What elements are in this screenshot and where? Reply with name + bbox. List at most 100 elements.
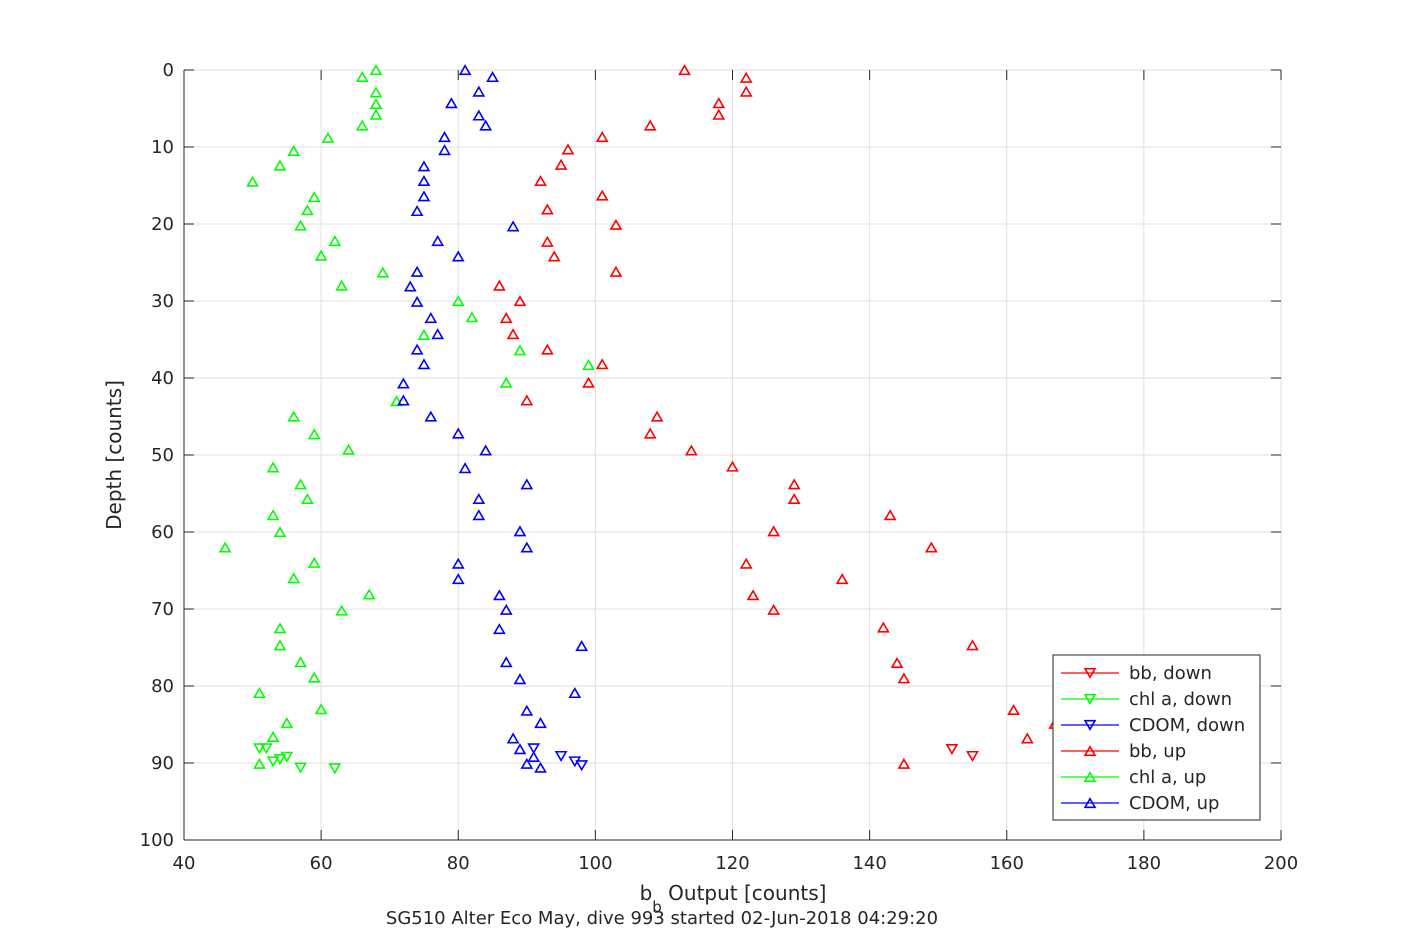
point-chl-a-up (451, 295, 465, 307)
point-chl-a-up (266, 509, 280, 521)
tick-labels: 40 60 80 100 120 140 160 180 200 0 10 20 30 40 50 60 70 8… (140, 60, 1299, 874)
point-cdom-up (534, 717, 547, 729)
point-bb-up (513, 295, 527, 307)
point-cdom-up (417, 190, 431, 202)
point-chl-a-up (301, 492, 314, 505)
point-bb-up (835, 573, 849, 585)
x-tick-label: 180 (1127, 853, 1161, 874)
y-tick-label: 0 (163, 60, 174, 81)
point-cdom-up (520, 757, 534, 769)
point-cdom-down (554, 750, 568, 762)
y-tick-label: 10 (151, 137, 174, 158)
legend-marker (1083, 771, 1097, 783)
point-chl-a-up (314, 703, 328, 715)
point-cdom-up (568, 687, 582, 699)
point-chl-a-up (321, 131, 335, 143)
point-cdom-up (410, 343, 424, 355)
point-cdom-up (451, 573, 465, 585)
point-chl-a-up (280, 717, 294, 729)
point-cdom-up (458, 64, 472, 76)
x-axis-label: bb Output [counts] (640, 881, 827, 916)
point-bb-up (554, 158, 568, 170)
x-tick-label: 40 (173, 853, 196, 874)
point-bb-up (712, 108, 726, 120)
point-cdom-up (445, 97, 458, 109)
legend: bb, down chl a, down CDOM, down bb, up chl a… (1052, 654, 1261, 821)
point-chl-a-up (307, 191, 321, 203)
point-bb-up (595, 358, 609, 370)
point-cdom-up (513, 525, 527, 537)
point-bb-up (746, 589, 760, 601)
point-bb-up (499, 312, 513, 324)
point-chl-a-down (253, 743, 266, 755)
point-bb-up (897, 757, 911, 769)
point-chl-a-up (369, 97, 383, 110)
x-tick-label: 100 (578, 853, 612, 874)
point-chl-a-up (582, 358, 595, 371)
point-chl-a-up (328, 235, 342, 247)
legend-marker (1083, 693, 1097, 705)
x-tick-label: 160 (990, 853, 1024, 874)
point-chl-a-up (287, 144, 301, 156)
point-bb-up (650, 410, 664, 422)
point-bb-down (945, 744, 959, 756)
point-chl-a-up (307, 428, 321, 440)
point-cdom-up (410, 265, 424, 277)
point-cdom-up (417, 174, 431, 187)
point-bb-up (739, 557, 753, 569)
point-chl-a-up (499, 376, 513, 388)
point-cdom-up (527, 750, 541, 762)
point-cdom-up (424, 410, 438, 422)
legend-label: bb, up (1129, 741, 1186, 762)
point-bb-up (739, 85, 753, 97)
point-bb-up (739, 71, 753, 83)
point-chl-a-up (273, 159, 287, 171)
point-cdom-up (472, 109, 486, 121)
point-chl-a-down (266, 756, 280, 768)
point-cdom-up (506, 732, 520, 744)
point-cdom-up (493, 589, 506, 601)
point-chl-a-down (294, 762, 307, 774)
point-chl-a-up (355, 119, 369, 131)
point-cdom-up (451, 250, 465, 262)
point-cdom-up (486, 71, 499, 83)
point-cdom-up (499, 603, 513, 615)
point-bb-up (493, 279, 506, 291)
point-chl-a-up (314, 249, 328, 261)
point-cdom-up (506, 220, 520, 232)
legend-marker (1083, 745, 1097, 757)
point-bb-up (520, 394, 534, 406)
point-cdom-up (513, 673, 527, 685)
x-axis-label-subscript: b (652, 898, 662, 916)
point-bb-up (767, 603, 781, 615)
point-chl-a-up (369, 64, 383, 76)
point-chl-a-down (328, 763, 342, 775)
legend-label: chl a, up (1129, 767, 1206, 788)
point-chl-a-up (307, 556, 321, 568)
point-chl-a-up (376, 266, 390, 278)
point-chl-a-up (513, 344, 527, 356)
point-bb-up (595, 131, 609, 143)
point-cdom-up (493, 623, 506, 635)
point-chl-a-up (218, 541, 232, 553)
point-chl-a-down (280, 751, 294, 763)
point-bb-up (595, 189, 609, 201)
point-bb-up (540, 343, 554, 355)
point-cdom-up (472, 492, 486, 505)
point-bb-up (582, 376, 595, 388)
point-chl-a-up (390, 395, 403, 407)
point-chl-a-up (273, 526, 287, 538)
axes (183, 69, 1282, 841)
point-cdom-up (410, 204, 424, 217)
x-axis-label-suffix: Output [counts] (662, 881, 827, 905)
point-bb-up (897, 672, 911, 684)
point-cdom-down (575, 760, 589, 772)
point-bb-up (890, 656, 904, 669)
point-bb-up (787, 492, 801, 505)
y-tick-label: 50 (151, 445, 174, 466)
point-bb-up (506, 328, 520, 340)
point-chl-a-down (273, 754, 287, 766)
point-bb-up (540, 235, 554, 247)
